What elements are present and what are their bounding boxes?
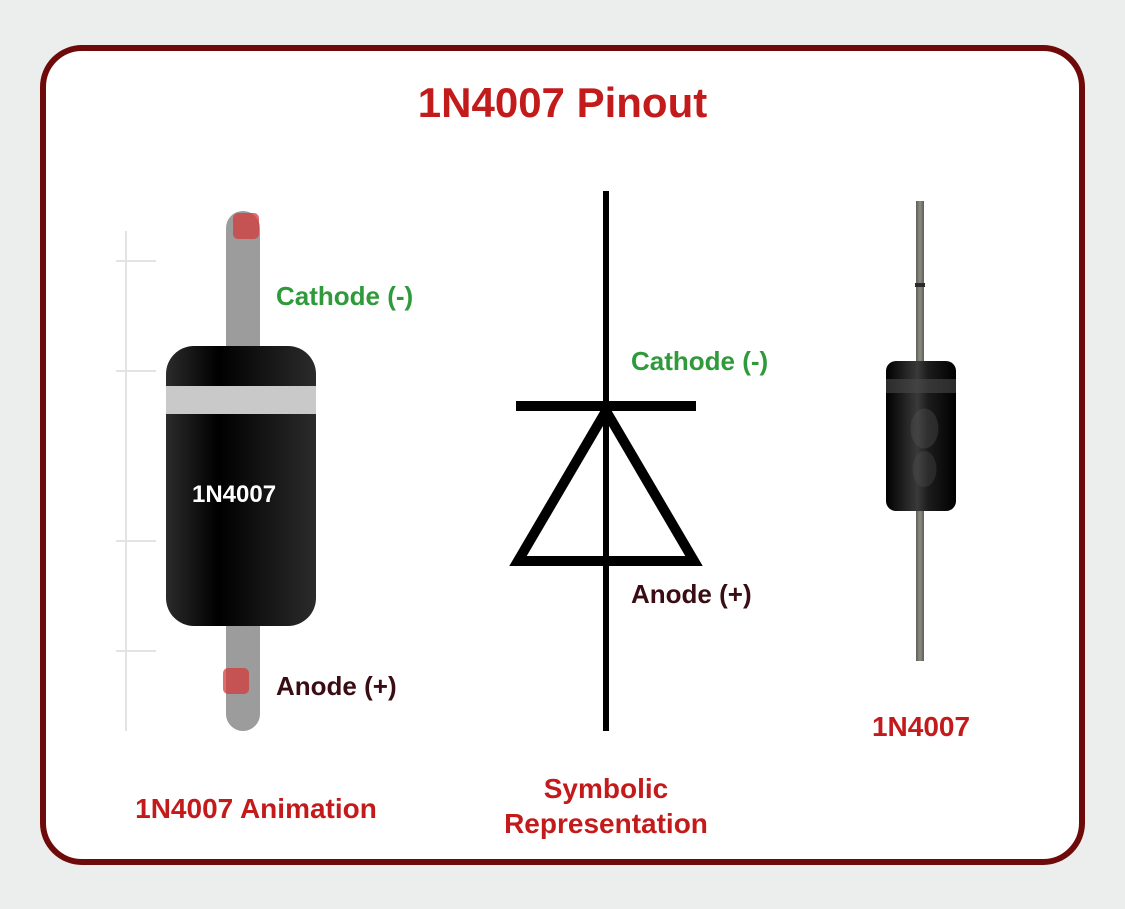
diode-body-text: 1N4007 (192, 481, 276, 509)
panel-caption: 1N4007 Animation (86, 791, 426, 826)
diode-symbol-svg (446, 171, 766, 751)
anode-label: Anode (+) (276, 671, 397, 702)
cathode-label: Cathode (-) (276, 281, 413, 312)
photo-label: 1N4007 (786, 711, 1056, 743)
panel-photo: 1N4007 (786, 171, 1056, 829)
diode-photo-svg (786, 171, 1056, 691)
diagram-frame: 1N4007 Pinout Cathode (-) 1N4007 Anode (… (40, 45, 1085, 865)
panel-caption: SymbolicRepresentation (446, 771, 766, 841)
panel-animation: Cathode (-) 1N4007 Anode (+) 1N4007 Anim… (86, 171, 426, 829)
diagram-title: 1N4007 Pinout (46, 79, 1079, 127)
panel-symbol: Cathode (-) Anode (+) SymbolicRepresenta… (446, 171, 766, 829)
cathode-label: Cathode (-) (631, 346, 768, 377)
anode-label: Anode (+) (631, 579, 752, 610)
